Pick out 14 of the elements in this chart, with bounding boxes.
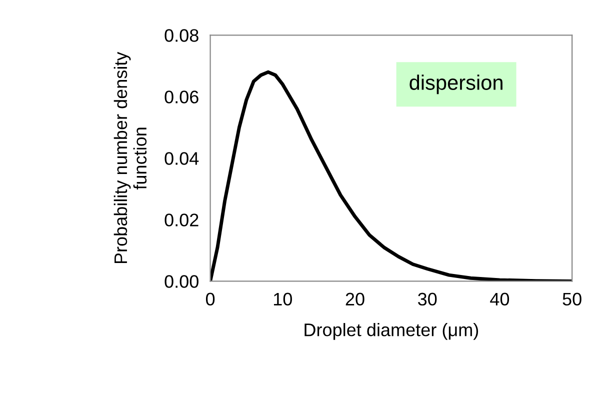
x-tick-label: 30	[418, 292, 437, 306]
x-tick-label: 50	[562, 292, 582, 306]
x-tick-label: 0	[206, 292, 215, 306]
x-axis-title: Droplet diameter (μm)	[304, 323, 478, 340]
y-axis-title: Probability number density function	[114, 52, 147, 264]
x-tick-label: 10	[274, 292, 292, 306]
y-tick-label: 0.04	[164, 152, 199, 165]
y-tick-label: 0.06	[164, 90, 198, 104]
y-tick-label: 0.00	[164, 275, 198, 288]
x-tick-label: 40	[490, 292, 510, 306]
x-tick-label: 20	[346, 292, 364, 306]
y-tick-label: 0.08	[164, 29, 198, 42]
annotation: dispersion	[410, 74, 502, 94]
y-tick-label: 0.02	[164, 214, 198, 226]
